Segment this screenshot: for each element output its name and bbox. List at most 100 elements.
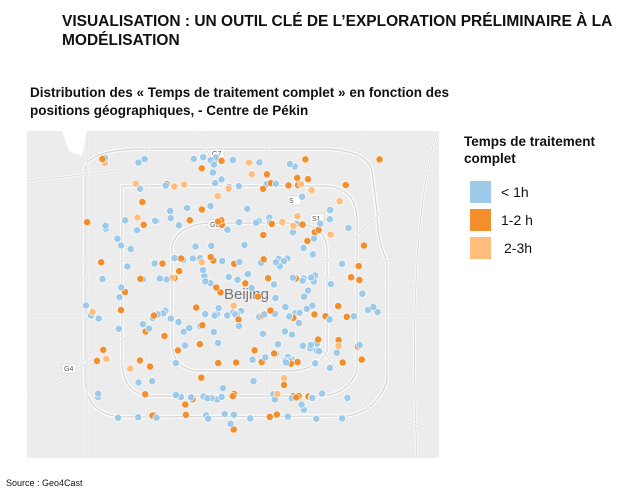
point-2-3h[interactable] <box>133 213 142 222</box>
point-lt-1h[interactable] <box>288 273 297 282</box>
point-lt-1h[interactable] <box>134 413 143 422</box>
point-2-3h[interactable] <box>334 342 343 350</box>
point-lt-1h[interactable] <box>326 363 334 372</box>
point-1-2h[interactable] <box>254 292 262 301</box>
point-lt-1h[interactable] <box>185 324 194 332</box>
point-lt-1h[interactable] <box>243 204 252 213</box>
point-1-2h[interactable] <box>181 410 190 419</box>
point-lt-1h[interactable] <box>243 270 252 278</box>
point-lt-1h[interactable] <box>312 414 321 423</box>
point-lt-1h[interactable] <box>150 259 159 268</box>
point-1-2h[interactable] <box>197 373 206 382</box>
point-lt-1h[interactable] <box>170 254 179 262</box>
point-lt-1h[interactable] <box>226 419 235 428</box>
point-lt-1h[interactable] <box>148 377 157 386</box>
point-lt-1h[interactable] <box>273 340 282 349</box>
point-1-2h[interactable] <box>314 335 322 344</box>
point-1-2h[interactable] <box>185 216 194 225</box>
point-lt-1h[interactable] <box>207 241 216 250</box>
point-lt-1h[interactable] <box>240 241 249 249</box>
point-lt-1h[interactable] <box>315 347 323 356</box>
point-1-2h[interactable] <box>192 303 201 312</box>
point-1-2h[interactable] <box>338 358 347 367</box>
point-2-3h[interactable] <box>273 389 282 398</box>
point-1-2h[interactable] <box>232 358 240 367</box>
point-1-2h[interactable] <box>93 356 101 365</box>
legend-item-1-2h[interactable]: 1-2 h <box>470 206 634 234</box>
point-lt-1h[interactable] <box>234 182 243 190</box>
point-2-3h[interactable] <box>293 212 302 221</box>
point-lt-1h[interactable] <box>325 315 334 324</box>
point-2-3h[interactable] <box>247 170 256 179</box>
point-lt-1h[interactable] <box>246 414 255 423</box>
point-1-2h[interactable] <box>212 283 221 292</box>
point-lt-1h[interactable] <box>214 304 223 313</box>
point-lt-1h[interactable] <box>358 289 367 298</box>
point-lt-1h[interactable] <box>171 391 180 399</box>
point-lt-1h[interactable] <box>332 348 341 357</box>
point-1-2h[interactable] <box>136 274 145 283</box>
point-lt-1h[interactable] <box>217 175 226 184</box>
point-1-2h[interactable] <box>138 198 147 206</box>
point-lt-1h[interactable] <box>288 330 296 339</box>
point-lt-1h[interactable] <box>235 218 243 227</box>
point-lt-1h[interactable] <box>308 250 317 259</box>
point-lt-1h[interactable] <box>204 414 212 423</box>
point-lt-1h[interactable] <box>219 384 227 393</box>
point-lt-1h[interactable] <box>117 283 126 292</box>
point-lt-1h[interactable] <box>220 409 229 418</box>
point-lt-1h[interactable] <box>161 181 170 190</box>
point-lt-1h[interactable] <box>297 400 306 409</box>
point-1-2h[interactable] <box>298 220 307 229</box>
point-1-2h[interactable] <box>293 174 302 182</box>
point-lt-1h[interactable] <box>285 312 294 321</box>
legend-item-lt-1h[interactable]: < 1h <box>470 178 634 206</box>
point-lt-1h[interactable] <box>306 341 315 349</box>
point-lt-1h[interactable] <box>260 310 269 319</box>
point-1-2h[interactable] <box>83 218 91 227</box>
point-1-2h[interactable] <box>347 273 355 282</box>
point-1-2h[interactable] <box>217 156 226 165</box>
point-lt-1h[interactable] <box>261 353 270 362</box>
point-lt-1h[interactable] <box>281 303 290 311</box>
point-lt-1h[interactable] <box>133 226 141 235</box>
point-1-2h[interactable] <box>241 279 250 288</box>
point-lt-1h[interactable] <box>201 277 210 286</box>
point-lt-1h[interactable] <box>136 184 144 193</box>
point-lt-1h[interactable] <box>201 310 210 318</box>
point-lt-1h[interactable] <box>309 234 318 243</box>
point-lt-1h[interactable] <box>235 322 243 330</box>
point-lt-1h[interactable] <box>249 377 258 385</box>
point-1-2h[interactable] <box>310 310 319 319</box>
point-lt-1h[interactable] <box>166 207 175 215</box>
point-2-3h[interactable] <box>307 186 316 195</box>
point-2-3h[interactable] <box>245 158 253 167</box>
point-lt-1h[interactable] <box>179 327 188 336</box>
point-lt-1h[interactable] <box>209 328 218 336</box>
point-1-2h[interactable] <box>342 312 351 321</box>
point-2-3h[interactable] <box>197 258 206 267</box>
point-lt-1h[interactable] <box>258 329 267 338</box>
point-1-2h[interactable] <box>181 400 190 409</box>
point-1-2h[interactable] <box>136 356 144 365</box>
point-1-2h[interactable] <box>262 170 271 179</box>
point-1-2h[interactable] <box>303 237 312 245</box>
point-lt-1h[interactable] <box>134 158 143 167</box>
point-lt-1h[interactable] <box>295 319 303 327</box>
point-1-2h[interactable] <box>272 410 281 419</box>
point-lt-1h[interactable] <box>211 179 219 187</box>
point-2-3h[interactable] <box>180 180 189 189</box>
point-2-3h[interactable] <box>224 184 233 193</box>
point-1-2h[interactable] <box>197 205 206 214</box>
point-1-2h[interactable] <box>150 311 158 320</box>
point-2-3h[interactable] <box>297 180 305 189</box>
point-1-2h[interactable] <box>304 175 312 184</box>
point-1-2h[interactable] <box>197 164 206 173</box>
point-2-3h[interactable] <box>229 301 238 310</box>
point-lt-1h[interactable] <box>155 274 164 283</box>
point-lt-1h[interactable] <box>298 341 307 350</box>
point-lt-1h[interactable] <box>252 218 261 227</box>
point-lt-1h[interactable] <box>304 286 312 295</box>
point-1-2h[interactable] <box>259 184 267 193</box>
point-lt-1h[interactable] <box>151 216 160 225</box>
